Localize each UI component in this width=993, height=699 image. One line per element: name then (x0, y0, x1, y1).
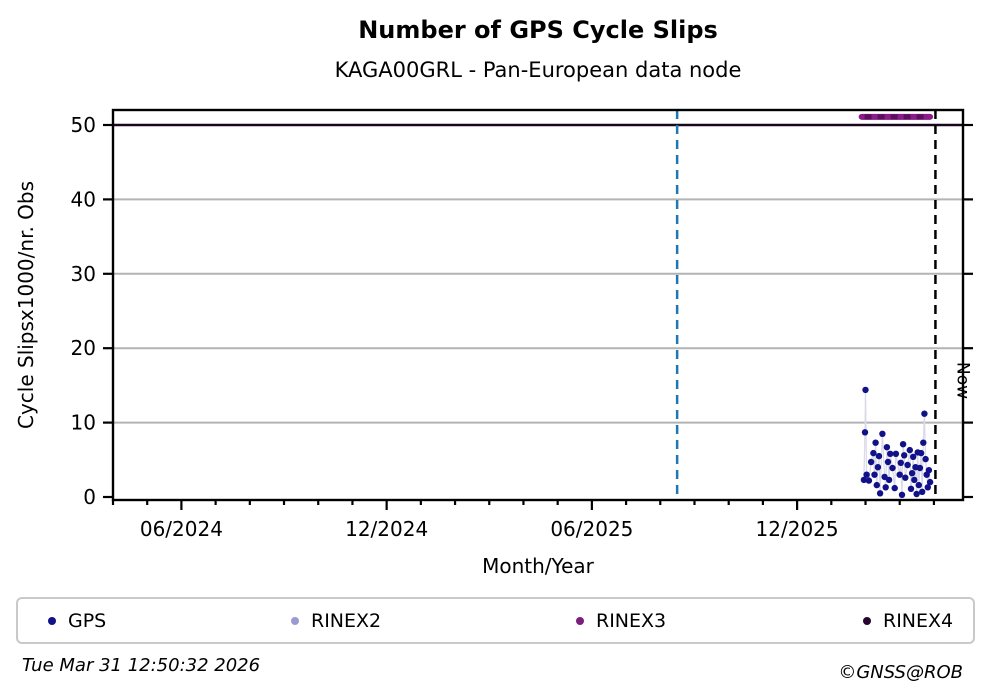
svg-text:Now: Now (952, 362, 972, 399)
svg-text:12/2025: 12/2025 (756, 517, 839, 541)
legend-label-rinex4: RINEX4 (883, 609, 954, 632)
svg-text:30: 30 (71, 262, 96, 286)
svg-text:10: 10 (71, 411, 96, 435)
svg-text:20: 20 (71, 336, 96, 360)
timestamp-text: Tue Mar 31 12:50:32 2026 (22, 655, 261, 676)
svg-text:12/2024: 12/2024 (345, 517, 428, 541)
svg-text:Month/Year: Month/Year (482, 554, 595, 578)
plot-area: 0 10 20 30 40 50 06/2024 12/2024 06/2025 12/2025 M… (14, 108, 973, 578)
svg-text:40: 40 (71, 187, 96, 211)
legend: GPS RINEX2 RINEX3 RINEX4 (16, 597, 975, 644)
chart-subtitle: KAGA00GRL - Pan-European data node (334, 58, 742, 82)
svg-text:Cycle Slipsx1000/nr. Obs: Cycle Slipsx1000/nr. Obs (14, 181, 38, 429)
svg-text:50: 50 (71, 113, 96, 137)
rinex2-marker-icon (291, 616, 299, 625)
svg-text:06/2024: 06/2024 (140, 517, 223, 541)
svg-text:0: 0 (83, 485, 96, 509)
svg-text:06/2025: 06/2025 (550, 517, 633, 541)
legend-item-rinex3: RINEX3 (576, 599, 666, 642)
rinex4-marker-icon (863, 616, 871, 625)
legend-label-rinex2: RINEX2 (311, 609, 382, 632)
legend-item-rinex2: RINEX2 (291, 599, 381, 642)
gps-marker-icon (48, 616, 56, 625)
legend-item-gps: GPS (48, 599, 106, 642)
chart-title: Number of GPS Cycle Slips (358, 16, 718, 44)
legend-label-rinex3: RINEX3 (596, 609, 667, 632)
legend-label-gps: GPS (68, 609, 107, 632)
legend-item-rinex4: RINEX4 (863, 599, 953, 642)
rinex3-marker-icon (576, 616, 584, 625)
copyright-text: ©GNSS@ROB (838, 662, 963, 683)
